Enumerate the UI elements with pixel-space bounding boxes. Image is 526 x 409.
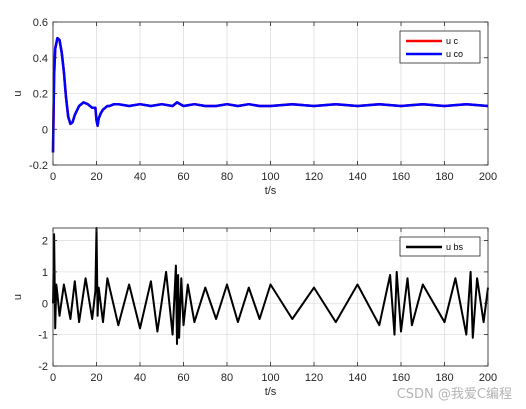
x-tick-label: 140 xyxy=(348,372,366,384)
x-tick-label: 80 xyxy=(221,372,233,384)
y-tick-label: 0 xyxy=(42,298,48,310)
bottom-plot: 0 20 40 60 80 100 120 140 160 180 200 -2 -1 0 1 2 t/s u u … xyxy=(12,227,497,398)
y-tick-label: 2 xyxy=(42,236,48,248)
y-tick-label: 0.6 xyxy=(33,17,48,29)
x-tick-label: 120 xyxy=(305,372,323,384)
y-tick-label: -1 xyxy=(38,330,48,342)
series-line-1 xyxy=(51,36,489,153)
x-tick-label: 100 xyxy=(261,372,279,384)
x-tick-label: 180 xyxy=(435,372,453,384)
legend-box xyxy=(399,30,481,64)
y-tick-label: 0.2 xyxy=(33,89,48,101)
x-tick-label: 20 xyxy=(90,372,102,384)
x-tick-label: 160 xyxy=(392,372,410,384)
x-tick-label: 0 xyxy=(50,171,56,183)
x-tick-label: 0 xyxy=(50,372,56,384)
x-tick-label: 200 xyxy=(479,171,497,183)
x-tick-label: 20 xyxy=(90,171,102,183)
x-tick-label: 40 xyxy=(134,171,146,183)
x-axis-label: t/s xyxy=(265,386,277,398)
y-tick-label: -0.2 xyxy=(29,160,48,172)
y-tick-label: 1 xyxy=(42,267,48,279)
x-tick-label: 60 xyxy=(177,372,189,384)
x-tick-label: 100 xyxy=(261,171,279,183)
x-tick-label: 40 xyxy=(134,372,146,384)
y-tick-label: 0 xyxy=(42,124,48,136)
x-tick-label: 140 xyxy=(348,171,366,183)
y-tick-label: 0.4 xyxy=(33,53,48,65)
series-line-0 xyxy=(52,227,489,345)
y-axis-label: u xyxy=(12,90,24,96)
x-tick-label: 200 xyxy=(479,372,497,384)
y-tick-label: -2 xyxy=(38,361,48,373)
legend-label-1: u co xyxy=(446,49,463,59)
x-axis-label: t/s xyxy=(265,185,277,197)
top-plot: 0 20 40 60 80 100 120 140 160 180 200-0.200.20.40.… xyxy=(12,17,497,197)
x-tick-label: 120 xyxy=(305,171,323,183)
y-axis-label: u xyxy=(12,294,24,300)
x-tick-label: 60 xyxy=(177,171,189,183)
x-tick-label: 160 xyxy=(392,171,410,183)
legend-label-0: u c xyxy=(446,36,459,46)
x-tick-label: 180 xyxy=(435,171,453,183)
watermark-text: CSDN @我爱C编程 xyxy=(397,387,512,402)
legend-label-0: u bs xyxy=(446,242,464,252)
x-tick-label: 80 xyxy=(221,171,233,183)
